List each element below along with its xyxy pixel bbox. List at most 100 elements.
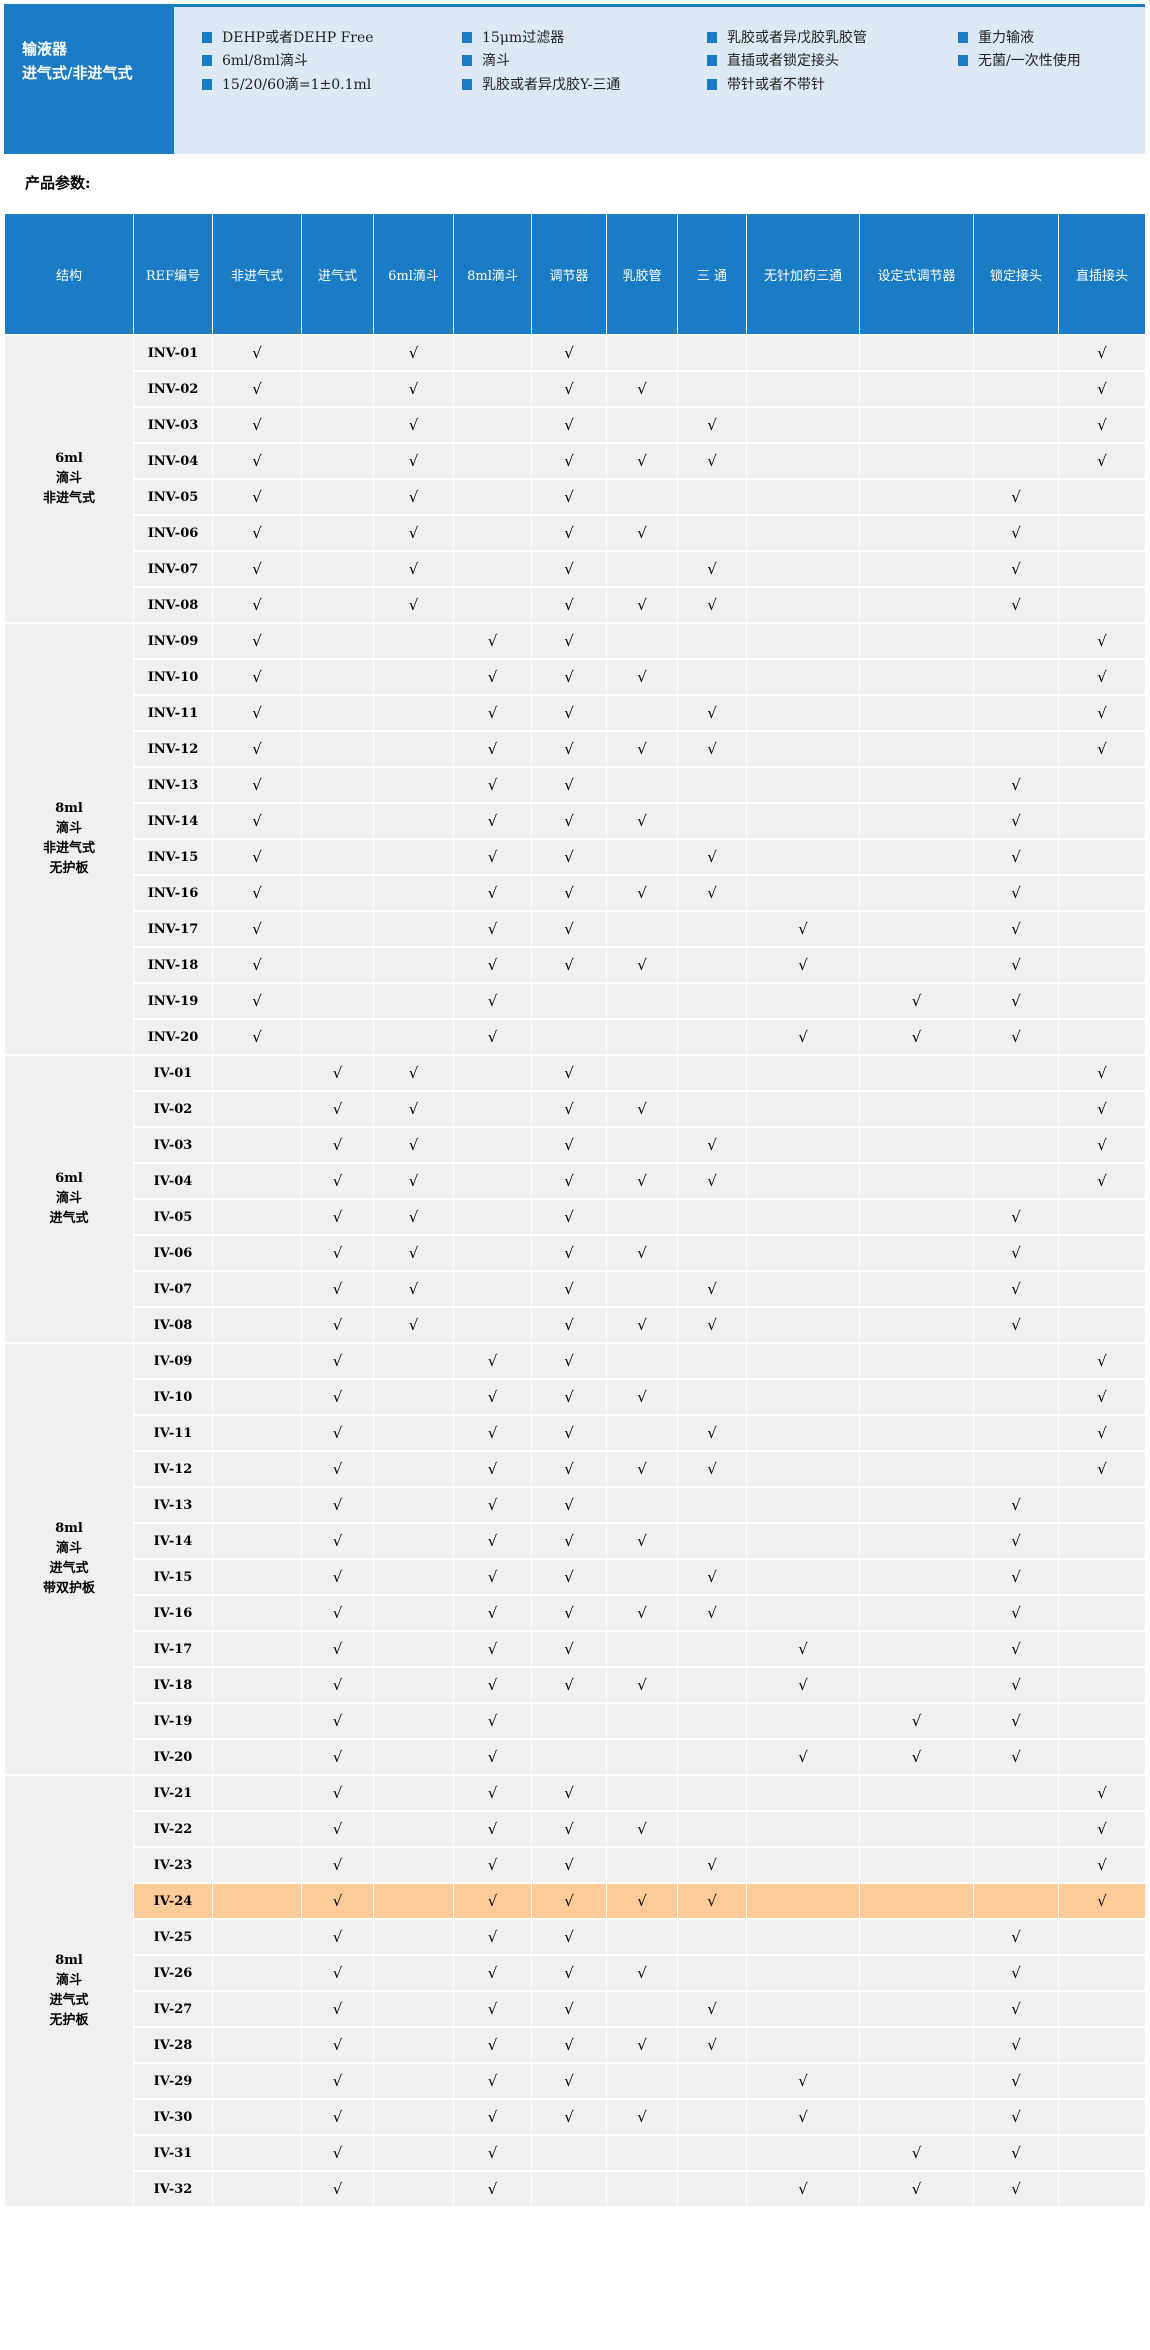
feature-cell: √ [301,1774,374,1812]
ref-code: INV-04 [133,442,213,480]
feature-cell: √ [212,874,302,912]
check-mark-icon: √ [332,1100,343,1118]
feature-cell [1058,1558,1146,1596]
title-line: 进气式/非进气式 [22,64,133,82]
check-mark-icon: √ [332,1280,343,1298]
section-label: 产品参数: [25,174,91,192]
feature-cell [531,1018,607,1056]
feature-cell: √ [606,1522,678,1560]
table-row: 8ml 滴斗 进气式 无护板 IV-21 √ √ √ √ [4,1774,1146,2208]
feature-cell: √ [677,1846,747,1884]
table-row: INV-07 √ √ √ √ √ [5,550,1146,588]
feature-cell: √ [531,622,607,660]
check-mark-icon: √ [487,956,498,974]
check-mark-icon: √ [332,1352,343,1370]
feature-cell [606,1738,678,1776]
table-row: IV-28 √ √ √ √ √ √ [5,2026,1146,2064]
feature-cell [677,1630,747,1668]
table-row: IV-12 √ √ √ √ √ √ [5,1450,1146,1488]
check-mark-icon: √ [637,2036,647,2054]
check-mark-icon: √ [637,1316,647,1334]
feature-cell [1058,1594,1146,1632]
feature-cell [1058,2062,1146,2100]
feature-cell: √ [531,1162,607,1200]
feature-cell: √ [453,1342,532,1380]
feature-cell [859,694,974,732]
check-mark-icon: √ [564,1676,574,1694]
feature-cell [677,1918,747,1956]
feature-cell [453,334,532,372]
check-mark-icon: √ [332,1820,343,1838]
feature-cell: √ [453,730,532,768]
feature-cell: √ [677,550,747,588]
feature-cell [973,1378,1059,1416]
feature-item: 重力输液 [958,27,1034,47]
check-mark-icon: √ [487,668,498,686]
feature-cell: √ [531,1378,607,1416]
feature-cell [1058,1270,1146,1308]
check-mark-icon: √ [487,1748,498,1766]
ref-code: IV-15 [133,1558,213,1596]
feature-cell [301,478,374,516]
structure-group-label: 6ml 滴斗 非进气式 [4,334,134,624]
feature-cell: √ [301,1702,374,1740]
column-header: 无针加药三通 [746,213,860,336]
column-header: 锁定接头 [973,213,1059,336]
feature-cell [1058,910,1146,948]
feature-cell [859,370,974,408]
ref-code: IV-13 [133,1486,213,1524]
check-mark-icon: √ [707,740,717,758]
feature-cell [677,2098,747,2136]
check-mark-icon: √ [1097,1856,1107,1874]
check-mark-icon: √ [564,524,574,542]
feature-cell: √ [973,910,1059,948]
feature-cell: √ [453,658,532,696]
feature-cell [1058,1306,1146,1344]
feature-cell: √ [373,550,454,588]
ref-code: IV-25 [133,1918,213,1956]
table-row: 8ml 滴斗 非进气式 无护板 INV-09 √ √ √ √ [4,622,1146,1056]
check-mark-icon: √ [1011,1568,1021,1586]
check-mark-icon: √ [332,1892,343,1910]
feature-cell: √ [301,1846,374,1884]
feature-cell: √ [973,2098,1059,2136]
feature-cell: √ [531,586,607,624]
feature-cell [606,1846,678,1884]
check-mark-icon: √ [487,920,498,938]
feature-cell: √ [453,838,532,876]
feature-cell [531,2170,607,2208]
feature-cell: √ [1058,622,1146,660]
check-mark-icon: √ [408,452,419,470]
feature-cell: √ [606,370,678,408]
ref-code: IV-28 [133,2026,213,2064]
feature-cell: √ [531,1954,607,1992]
check-mark-icon: √ [487,992,498,1010]
check-mark-icon: √ [1097,1136,1107,1154]
check-mark-icon: √ [332,1676,343,1694]
feature-cell [301,1018,374,1056]
check-mark-icon: √ [408,1172,419,1190]
feature-cell [859,730,974,768]
feature-cell [973,1054,1059,1092]
ref-code: IV-03 [133,1126,213,1164]
feature-cell [973,1882,1059,1920]
check-mark-icon: √ [487,1424,498,1442]
feature-cell: √ [531,838,607,876]
feature-cell: √ [1058,1882,1146,1920]
feature-cell: √ [212,658,302,696]
feature-cell [212,1846,302,1884]
feature-cell: √ [973,586,1059,624]
feature-cell [1058,2170,1146,2208]
feature-cell: √ [212,982,302,1020]
feature-cell: √ [677,1126,747,1164]
ref-code: INV-15 [133,838,213,876]
feature-cell: √ [212,838,302,876]
check-mark-icon: √ [564,1100,574,1118]
ref-code: INV-19 [133,982,213,1020]
table-row: IV-03 √ √ √ √ √ [5,1126,1146,1164]
ref-code: INV-05 [133,478,213,516]
column-header: 直插接头 [1058,213,1146,336]
check-mark-icon: √ [798,2108,808,2126]
feature-cell [746,1162,860,1200]
check-mark-icon: √ [1011,956,1021,974]
